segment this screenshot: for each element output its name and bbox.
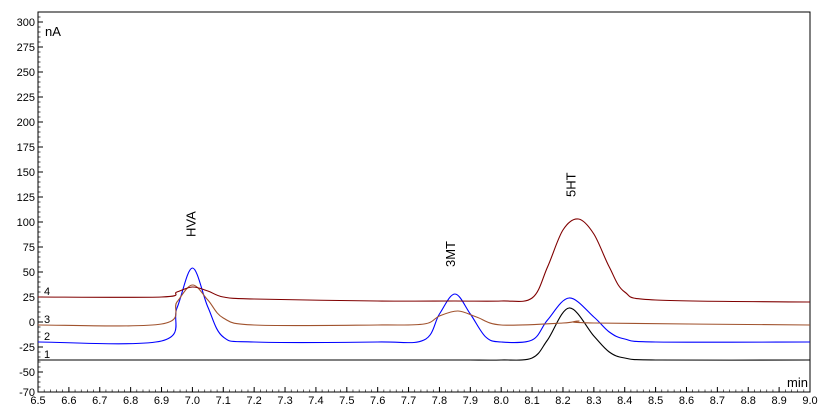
trace-label-3: 3 — [44, 314, 50, 326]
x-tick-label: 7.9 — [463, 395, 478, 407]
plot-frame — [37, 11, 811, 393]
x-tick-label: 8.2 — [555, 395, 570, 407]
x-tick-label: 7.8 — [432, 395, 447, 407]
x-axis-title: min — [787, 375, 808, 390]
y-tick-label: 150 — [17, 167, 35, 179]
x-tick-label: 8.7 — [710, 395, 725, 407]
peak-label: HVA — [183, 211, 198, 237]
x-tick-label: 7.4 — [308, 395, 323, 407]
x-tick-label: 7.3 — [277, 395, 292, 407]
y-tick-label: 75 — [23, 242, 35, 254]
series-line-3 — [37, 284, 811, 327]
y-tick-label: 200 — [17, 117, 35, 129]
y-tick-label: -50 — [19, 367, 35, 379]
labels-group: 1 2 3 4 HVA 3MT 5HT — [44, 172, 578, 361]
peak-label: 3MT — [443, 241, 458, 267]
trace-label-2: 2 — [44, 331, 50, 343]
x-tick-label: 8.1 — [524, 395, 539, 407]
y-tick-label: 175 — [17, 142, 35, 154]
y-tick-label: 300 — [17, 17, 35, 29]
series-line-2 — [37, 267, 811, 345]
trace-label-4: 4 — [44, 286, 50, 298]
axes: 3002752502252001751501251007550250-25-50… — [17, 11, 818, 407]
x-tick-label: 7.6 — [370, 395, 385, 407]
series-group — [37, 218, 811, 361]
x-tick-label: 6.9 — [154, 395, 169, 407]
y-tick-label: 275 — [17, 42, 35, 54]
y-tick-label: 25 — [23, 292, 35, 304]
x-tick-label: 9.0 — [802, 395, 817, 407]
peak-label: 5HT — [563, 172, 578, 197]
y-axis-title: nA — [45, 24, 61, 39]
y-tick-label: 225 — [17, 92, 35, 104]
x-tick-label: 6.5 — [30, 395, 45, 407]
trace-label-1: 1 — [44, 349, 50, 361]
x-tick-label: 7.0 — [185, 395, 200, 407]
y-tick-label: 0 — [29, 317, 35, 329]
y-tick-label: 250 — [17, 67, 35, 79]
x-tick-label: 6.8 — [123, 395, 138, 407]
x-tick-label: 8.8 — [741, 395, 756, 407]
x-tick-label: 7.1 — [216, 395, 231, 407]
x-tick-label: 8.9 — [771, 395, 786, 407]
x-tick-label: 7.2 — [247, 395, 262, 407]
x-tick-label: 6.6 — [61, 395, 76, 407]
y-tick-label: 50 — [23, 267, 35, 279]
x-tick-label: 8.4 — [617, 395, 632, 407]
x-tick-label: 6.7 — [92, 395, 107, 407]
x-tick-label: 8.6 — [679, 395, 694, 407]
y-tick-label: 125 — [17, 192, 35, 204]
x-tick-label: 7.7 — [401, 395, 416, 407]
y-tick-label: -70 — [19, 387, 35, 399]
x-tick-label: 8.3 — [586, 395, 601, 407]
x-tick-label: 8.0 — [494, 395, 509, 407]
series-line-4 — [37, 218, 811, 303]
y-tick-label: 100 — [17, 217, 35, 229]
x-tick-label: 8.5 — [648, 395, 663, 407]
y-tick-label: -25 — [19, 342, 35, 354]
series-line-1 — [38, 307, 811, 361]
x-tick-label: 7.5 — [339, 395, 354, 407]
